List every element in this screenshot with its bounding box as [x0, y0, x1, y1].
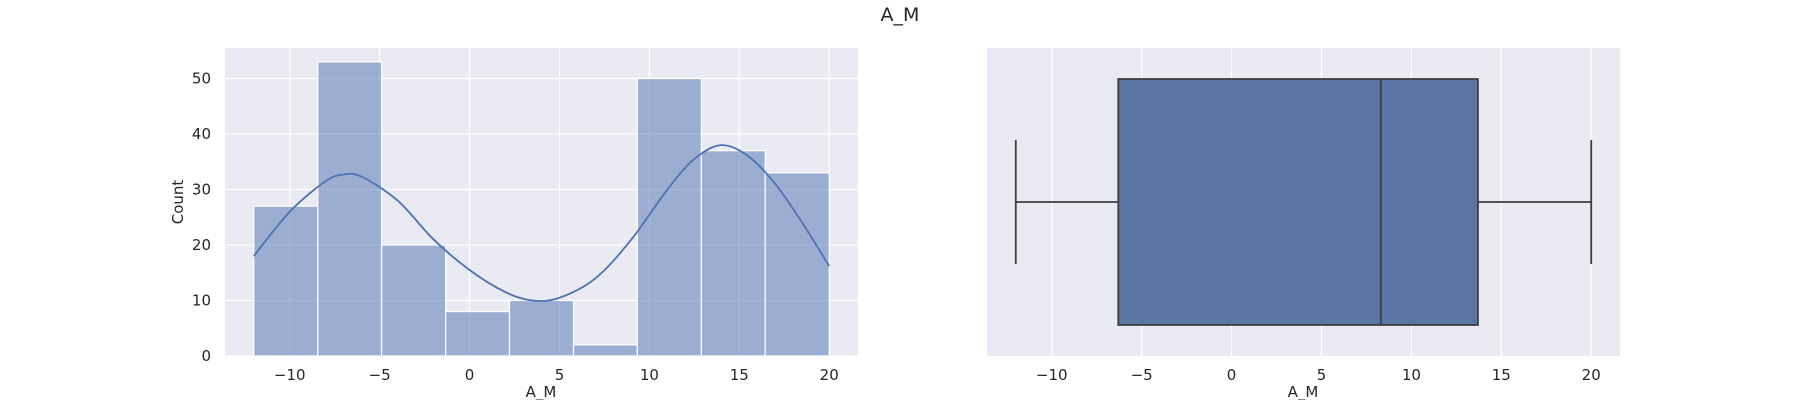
histogram-panel: −10 −5 0 5 10 15 20 0 10 20 30 40 50 A_M Count [169, 48, 858, 400]
box-x-tick-label: 15 [1492, 366, 1511, 384]
hist-y-tick-label: 50 [192, 70, 211, 88]
hist-y-tick-label: 20 [192, 236, 211, 254]
box-x-tick-label: 20 [1582, 366, 1601, 384]
histogram-bar [508, 299, 575, 357]
histogram-y-axis-label: Count [169, 180, 187, 225]
hist-x-tick-label: 5 [555, 366, 565, 384]
histogram-bars [253, 61, 830, 357]
histogram-bar [700, 150, 766, 357]
boxplot-elements [1014, 78, 1593, 326]
hist-x-tick-label: 0 [465, 366, 475, 384]
histogram-x-axis-label: A_M [526, 383, 557, 400]
box-x-tick-label: −10 [1036, 366, 1068, 384]
histogram-bar [572, 344, 638, 357]
hist-x-tick-label: 10 [640, 366, 659, 384]
box-x-tick-label: 5 [1317, 366, 1327, 384]
histogram-bar [445, 311, 511, 357]
hist-y-tick-label: 40 [192, 125, 211, 143]
histogram-bar [253, 205, 319, 357]
histogram-bar [764, 172, 830, 357]
boxplot-x-axis-label: A_M [1288, 383, 1319, 400]
figure-title: A_M [881, 4, 920, 26]
box-x-tick-label: 10 [1402, 366, 1421, 384]
kde-curve [253, 144, 830, 302]
histogram-bar [317, 61, 383, 357]
histogram-bar [381, 244, 447, 357]
boxplot-panel: −10 −5 0 5 10 15 20 A_M [987, 48, 1620, 400]
histogram-y-ticks: 0 10 20 30 40 50 [192, 70, 211, 365]
box-x-tick-label: −5 [1131, 366, 1153, 384]
box-x-tick-label: 0 [1227, 366, 1237, 384]
hist-x-tick-label: −10 [274, 366, 306, 384]
hist-x-tick-label: 15 [730, 366, 749, 384]
interquartile-box [1117, 78, 1479, 326]
hist-y-tick-label: 0 [201, 347, 211, 365]
hist-y-tick-label: 30 [192, 181, 211, 199]
hist-x-tick-label: 20 [820, 366, 839, 384]
histogram-x-ticks: −10 −5 0 5 10 15 20 [274, 366, 839, 384]
boxplot-x-ticks: −10 −5 0 5 10 15 20 [1036, 366, 1601, 384]
hist-y-tick-label: 10 [192, 292, 211, 310]
hist-x-tick-label: −5 [369, 366, 391, 384]
